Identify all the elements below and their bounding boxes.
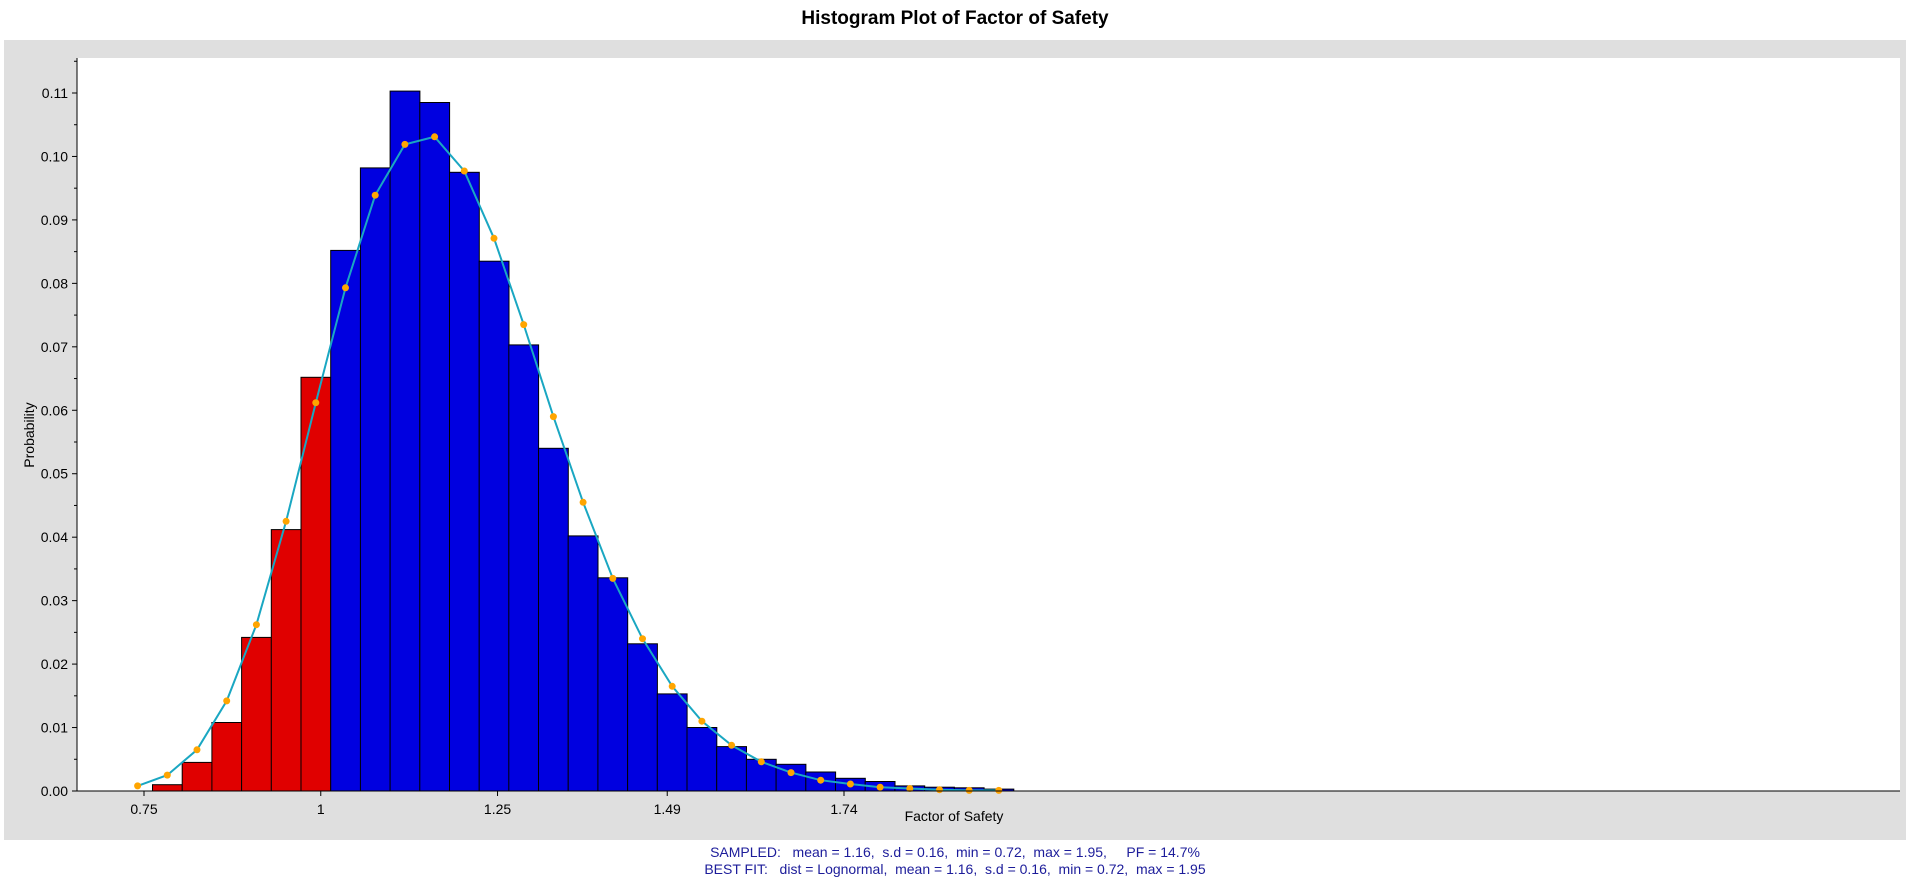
histogram-bar bbox=[508, 344, 540, 792]
fit-marker bbox=[312, 399, 320, 407]
fit-marker bbox=[371, 191, 379, 199]
histogram-bar bbox=[567, 535, 599, 792]
histogram-bar bbox=[241, 636, 272, 792]
fit-marker bbox=[906, 785, 914, 792]
histogram-bar bbox=[627, 643, 658, 792]
histogram-bar bbox=[211, 722, 243, 792]
fit-marker bbox=[579, 498, 587, 506]
best-fit-stats: BEST FIT: dist = Lognormal, mean = 1.16,… bbox=[704, 861, 1206, 877]
x-axis-title: Factor of Safety bbox=[905, 808, 1004, 824]
y-tick-label: 0.09 bbox=[41, 212, 68, 228]
x-tick-label: 1.25 bbox=[484, 801, 511, 817]
histogram-bar bbox=[181, 761, 213, 792]
fit-marker bbox=[252, 621, 260, 629]
fit-marker bbox=[490, 234, 498, 242]
y-tick-label: 0.01 bbox=[41, 720, 68, 736]
histogram-chart: 0.00 0.01 0.02 0.03 0.04 0.05 0.06 0.07 0.08 0.09… bbox=[21, 58, 1900, 824]
histogram-bar bbox=[359, 167, 391, 792]
x-tick-label: 1.49 bbox=[654, 801, 681, 817]
histogram-bar bbox=[449, 171, 480, 792]
sampled-stats: SAMPLED: mean = 1.16, s.d = 0.16, min = … bbox=[710, 844, 1200, 860]
chart-title: Histogram Plot of Factor of Safety bbox=[801, 8, 1109, 29]
fit-marker bbox=[817, 776, 825, 784]
fit-marker bbox=[787, 769, 795, 777]
fit-marker bbox=[193, 746, 201, 754]
fit-marker bbox=[134, 782, 142, 790]
histogram-bar bbox=[538, 447, 569, 792]
fit-marker bbox=[846, 780, 854, 788]
y-tick-label: 0.04 bbox=[41, 529, 68, 545]
x-tick-label: 1.74 bbox=[830, 801, 857, 817]
histogram-bar bbox=[419, 102, 451, 792]
fit-marker bbox=[965, 786, 973, 794]
y-tick-label: 0.03 bbox=[41, 593, 68, 609]
fit-marker bbox=[876, 783, 884, 791]
fit-marker bbox=[431, 133, 439, 141]
fit-line bbox=[137, 135, 999, 792]
fit-marker bbox=[342, 284, 349, 292]
y-tick-label: 0.06 bbox=[41, 402, 68, 418]
histogram-bar bbox=[716, 746, 748, 792]
fit-marker bbox=[282, 517, 290, 525]
fit-marker bbox=[520, 321, 528, 329]
x-tick-label: 1 bbox=[317, 801, 325, 817]
histogram-bar bbox=[152, 784, 183, 792]
fit-marker bbox=[639, 635, 646, 643]
y-tick-label: 0.02 bbox=[41, 656, 68, 672]
fit-marker bbox=[401, 140, 409, 148]
fit-marker bbox=[698, 717, 706, 725]
fit-marker bbox=[460, 167, 468, 175]
fit-marker bbox=[936, 786, 943, 794]
fit-marker bbox=[609, 574, 617, 582]
histogram-bar bbox=[270, 529, 302, 792]
chart-panel: 0.00 0.01 0.02 0.03 0.04 0.05 0.06 0.07 0.08 0.09… bbox=[4, 40, 1906, 840]
histogram-bar bbox=[389, 90, 421, 792]
histogram-bar bbox=[656, 693, 688, 792]
axes: 0.00 0.01 0.02 0.03 0.04 0.05 0.06 0.07 0.08 0.09… bbox=[41, 58, 1900, 817]
fit-marker bbox=[668, 682, 676, 690]
histogram-bar bbox=[686, 727, 718, 792]
y-axis-title: Probability bbox=[21, 402, 37, 467]
fit-marker bbox=[163, 771, 171, 779]
y-tick-label: 0.10 bbox=[41, 148, 68, 164]
histogram-bar bbox=[300, 376, 332, 792]
histogram-bars bbox=[152, 90, 1015, 792]
y-tick-label: 0.07 bbox=[41, 339, 68, 355]
y-tick-label: 0.08 bbox=[41, 275, 68, 291]
fit-marker bbox=[995, 786, 1003, 794]
fit-marker bbox=[549, 413, 557, 421]
fit-marker bbox=[223, 697, 231, 705]
histogram-bar bbox=[478, 260, 510, 792]
statistics-footer: SAMPLED: mean = 1.16, s.d = 0.16, min = … bbox=[0, 844, 1910, 878]
fit-marker bbox=[728, 741, 736, 749]
y-tick-label: 0.11 bbox=[42, 85, 68, 101]
fit-marker bbox=[757, 758, 765, 766]
best-fit-curve bbox=[134, 133, 1003, 794]
y-tick-label: 0.05 bbox=[41, 466, 68, 482]
x-tick-label: 0.75 bbox=[130, 801, 157, 817]
y-tick-label: 0.00 bbox=[41, 783, 68, 799]
histogram-bar bbox=[597, 577, 629, 792]
